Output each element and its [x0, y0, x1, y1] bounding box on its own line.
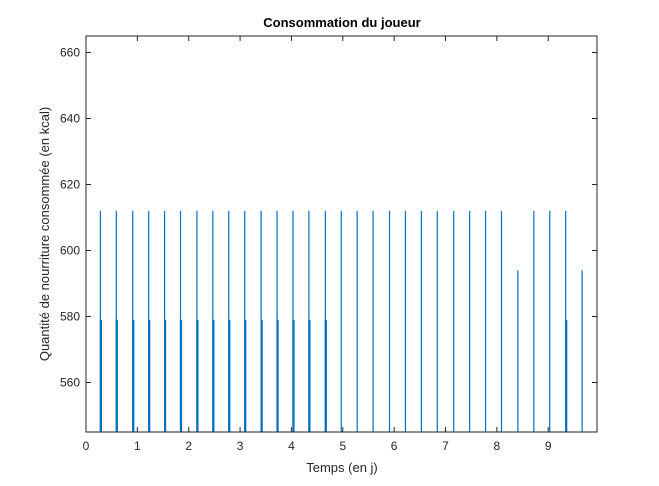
bar [340, 210, 342, 432]
bar [244, 319, 247, 432]
bar [148, 319, 151, 432]
bar [372, 210, 374, 432]
bar [179, 319, 183, 432]
bar [565, 319, 568, 432]
bar [308, 319, 311, 432]
bar [469, 210, 471, 432]
bar [196, 319, 199, 432]
bar [388, 210, 391, 432]
bar [404, 210, 407, 432]
bar [420, 210, 422, 432]
y-tick-label: 560 [60, 376, 80, 390]
bar [260, 319, 263, 432]
y-tick-label: 600 [60, 244, 80, 258]
bar [276, 319, 279, 432]
y-tick-label: 640 [60, 112, 80, 126]
bar [163, 319, 167, 432]
bar [436, 210, 438, 432]
bar [132, 319, 135, 432]
bar [549, 210, 551, 432]
bar [533, 210, 535, 432]
x-tick-label: 8 [494, 439, 501, 453]
bar [356, 210, 358, 432]
bar [517, 270, 519, 432]
x-axis-label: Temps (en j) [306, 460, 378, 475]
bar [581, 270, 583, 432]
x-tick-label: 3 [237, 439, 244, 453]
bar [484, 210, 487, 432]
x-tick-label: 2 [185, 439, 192, 453]
x-tick-label: 4 [288, 439, 295, 453]
bar [453, 210, 455, 432]
x-tick-label: 6 [391, 439, 398, 453]
y-tick-label: 660 [60, 46, 80, 60]
chart-title: Consommation du joueur [263, 15, 420, 30]
x-tick-label: 7 [442, 439, 449, 453]
x-axis: 0 1 2 3 4 5 6 7 8 9 [83, 36, 552, 453]
bar [324, 319, 327, 432]
bar [292, 319, 295, 432]
y-tick-label: 580 [60, 310, 80, 324]
y-axis-label: Quantité de nourriture consommée (en kca… [37, 107, 52, 361]
bar [99, 319, 102, 432]
y-tick-label: 620 [60, 178, 80, 192]
x-tick-label: 1 [134, 439, 141, 453]
x-tick-label: 0 [83, 439, 90, 453]
bar [500, 210, 503, 432]
x-tick-label: 9 [545, 439, 552, 453]
bar [115, 319, 118, 432]
x-tick-label: 5 [339, 439, 346, 453]
bar [228, 319, 231, 432]
y-axis: 560 580 600 620 640 660 [60, 46, 597, 390]
bars-group [99, 210, 583, 432]
bar [212, 319, 215, 432]
plot-box [85, 35, 598, 433]
